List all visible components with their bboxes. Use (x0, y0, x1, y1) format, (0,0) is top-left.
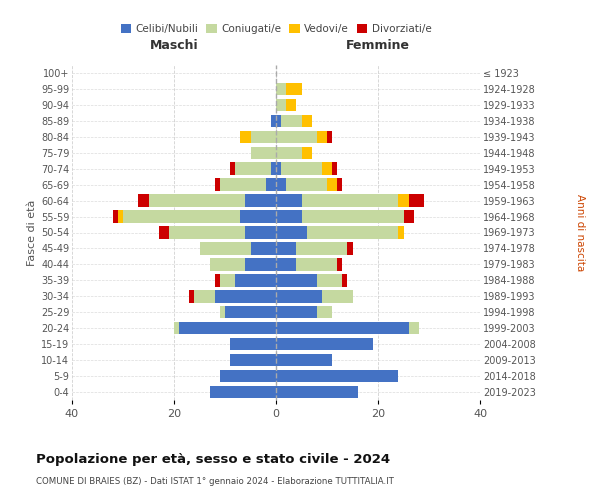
Text: Femmine: Femmine (346, 39, 410, 52)
Bar (398, 194, 409, 207)
Bar (169, 226, 245, 238)
Bar (302, 210, 404, 223)
Bar (266, 178, 276, 191)
Bar (276, 386, 358, 398)
Bar (240, 210, 276, 223)
Bar (271, 114, 276, 127)
Bar (317, 130, 327, 143)
Bar (225, 306, 276, 318)
Bar (276, 242, 296, 254)
Bar (276, 98, 286, 111)
Bar (317, 274, 342, 286)
Bar (199, 242, 251, 254)
Bar (240, 130, 251, 143)
Bar (276, 114, 281, 127)
Bar (302, 146, 312, 159)
Bar (296, 242, 347, 254)
Bar (286, 178, 327, 191)
Bar (286, 98, 296, 111)
Bar (322, 290, 353, 302)
Bar (230, 338, 276, 350)
Bar (230, 162, 235, 175)
Bar (190, 290, 194, 302)
Bar (113, 210, 118, 223)
Bar (245, 226, 276, 238)
Bar (302, 114, 312, 127)
Bar (276, 274, 317, 286)
Bar (342, 274, 347, 286)
Bar (215, 290, 276, 302)
Bar (220, 370, 276, 382)
Bar (276, 178, 286, 191)
Bar (286, 82, 302, 95)
Bar (276, 354, 332, 366)
Bar (276, 226, 307, 238)
Bar (215, 274, 220, 286)
Bar (220, 274, 235, 286)
Bar (210, 258, 245, 270)
Bar (235, 274, 276, 286)
Bar (251, 242, 276, 254)
Bar (210, 386, 276, 398)
Bar (276, 82, 286, 95)
Bar (327, 178, 337, 191)
Bar (139, 194, 149, 207)
Bar (276, 130, 317, 143)
Bar (235, 162, 271, 175)
Bar (276, 258, 296, 270)
Y-axis label: Anni di nascita: Anni di nascita (575, 194, 585, 271)
Bar (276, 162, 281, 175)
Bar (251, 130, 276, 143)
Bar (307, 226, 398, 238)
Bar (404, 210, 414, 223)
Y-axis label: Fasce di età: Fasce di età (26, 200, 37, 266)
Bar (251, 146, 276, 159)
Legend: Celibi/Nubili, Coniugati/e, Vedovi/e, Divorziati/e: Celibi/Nubili, Coniugati/e, Vedovi/e, Di… (116, 20, 436, 38)
Bar (174, 322, 179, 334)
Bar (194, 290, 215, 302)
Bar (271, 162, 276, 175)
Bar (123, 210, 240, 223)
Text: COMUNE DI BRAIES (BZ) - Dati ISTAT 1° gennaio 2024 - Elaborazione TUTTITALIA.IT: COMUNE DI BRAIES (BZ) - Dati ISTAT 1° ge… (36, 478, 394, 486)
Bar (327, 130, 332, 143)
Bar (347, 242, 353, 254)
Bar (158, 226, 169, 238)
Bar (409, 194, 424, 207)
Bar (149, 194, 245, 207)
Bar (302, 194, 398, 207)
Bar (281, 162, 322, 175)
Bar (337, 178, 342, 191)
Bar (220, 306, 225, 318)
Bar (322, 162, 332, 175)
Bar (276, 146, 302, 159)
Bar (245, 194, 276, 207)
Bar (337, 258, 342, 270)
Bar (230, 354, 276, 366)
Bar (276, 194, 302, 207)
Bar (118, 210, 123, 223)
Bar (317, 306, 332, 318)
Text: Maschi: Maschi (149, 39, 199, 52)
Bar (220, 178, 266, 191)
Bar (276, 210, 302, 223)
Bar (276, 290, 322, 302)
Bar (276, 370, 398, 382)
Bar (332, 162, 337, 175)
Bar (179, 322, 276, 334)
Text: Popolazione per età, sesso e stato civile - 2024: Popolazione per età, sesso e stato civil… (36, 452, 390, 466)
Bar (215, 178, 220, 191)
Bar (276, 338, 373, 350)
Bar (281, 114, 302, 127)
Bar (276, 322, 409, 334)
Bar (409, 322, 419, 334)
Bar (398, 226, 404, 238)
Bar (276, 306, 317, 318)
Bar (245, 258, 276, 270)
Bar (296, 258, 337, 270)
